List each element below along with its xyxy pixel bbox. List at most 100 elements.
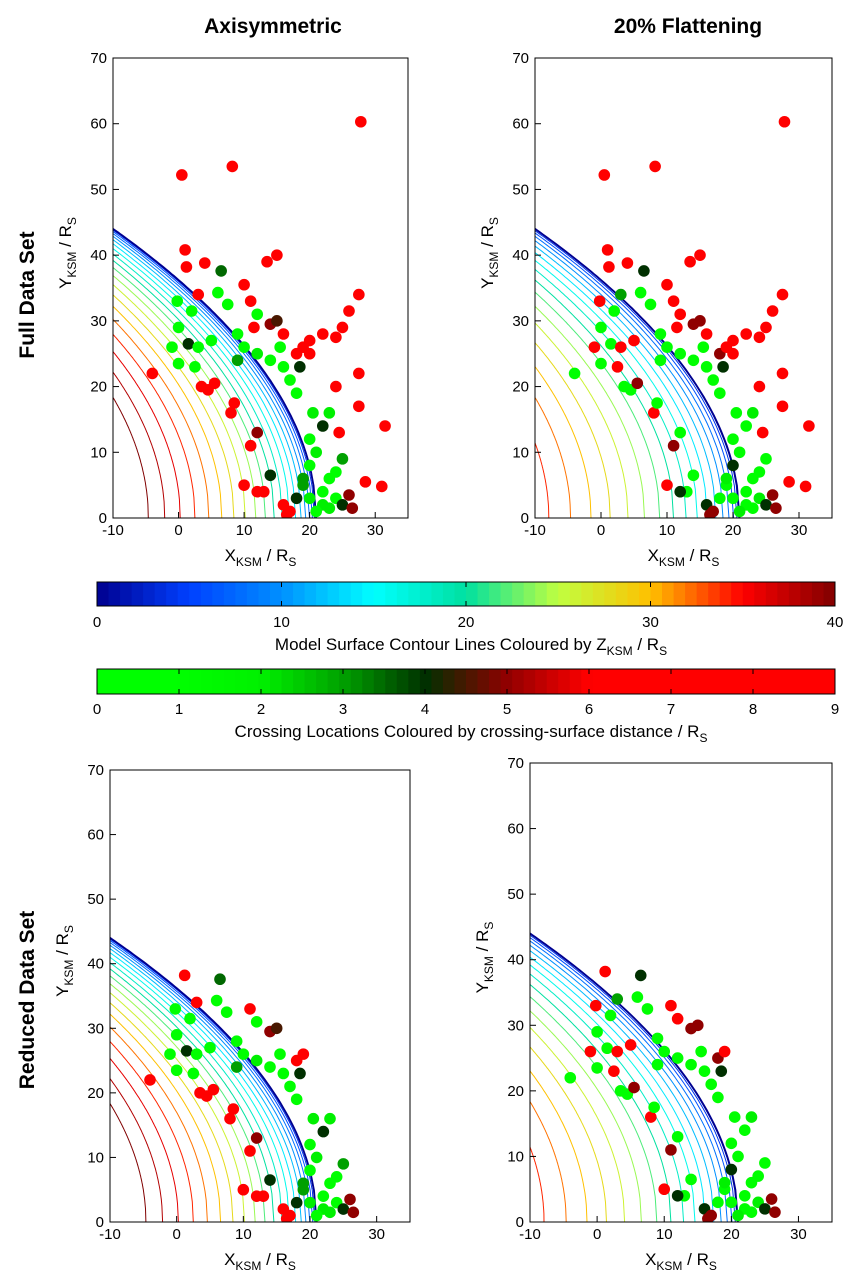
y-axis-label-part: S [65,217,79,225]
y-tick-label: 50 [512,181,529,198]
crossing-point [190,996,203,1009]
crossing-point [624,1039,637,1051]
x-axis-label-part: / R [682,1250,708,1269]
axis-frame [529,762,833,1223]
colorbar-cell [466,669,479,694]
colorbar-cell [293,582,306,606]
crossing-point [215,265,227,277]
colorbar-cell [788,669,801,694]
crossing-point [176,169,188,181]
crossing-point [700,328,713,340]
colorbar-cell [316,582,329,606]
crossing-point [347,1206,360,1219]
crossing-point [198,257,211,269]
crossing-point [250,1054,263,1067]
colorbar-cell [477,669,490,694]
crossing-point [264,1174,276,1186]
y-tick-label: 0 [96,1214,104,1231]
contour-line [530,1010,642,1222]
crossing-point [310,1151,323,1164]
colorbar-cell [154,582,167,606]
crossing-point [631,377,644,390]
crossing-point [671,321,683,334]
crossing-point [674,426,686,439]
crossing-point [237,1048,250,1060]
contour-line [530,1101,567,1222]
crossing-point [658,1045,671,1058]
crossing-point [667,295,680,307]
contour-line [113,397,149,518]
colorbar-cell [466,582,479,606]
colorbar-tick-label: 2 [257,701,265,718]
colorbar-cell [638,582,651,606]
colorbar-tick-label: 40 [827,614,844,631]
colorbar-cell [177,669,190,694]
crossing-point [776,400,789,413]
y-tick-label: 30 [512,313,529,330]
crossing-point [359,476,372,488]
crossing-point [274,1048,286,1060]
crossing-point [170,1028,183,1041]
contour-line [113,284,246,518]
crossing-point [765,1193,778,1205]
colorbar-cell [154,669,167,694]
colorbar-cell [627,582,640,606]
colorbar-cell [454,669,467,694]
crossing-point [684,255,696,268]
crossing-point [244,295,257,307]
crossing-point [747,502,759,514]
crossing-point [164,1048,176,1060]
colorbar-tick-label: 5 [503,701,511,718]
colorbar-cell [235,669,248,694]
x-tick-label: 20 [301,522,318,539]
crossing-point [759,1203,771,1215]
colorbar-tick-label: 8 [749,701,757,718]
colorbar-cell [362,582,375,606]
colorbar-cell [442,582,455,606]
contour-line [110,942,311,1222]
contour-line [530,956,706,1222]
contour-line [530,934,736,1222]
colorbar-cell [489,669,502,694]
colorbar-label-part: Crossing Locations Coloured by crossing-… [235,722,700,741]
colorbar-cell [811,669,824,694]
crossing-point [720,472,733,485]
crossing-point [250,1016,263,1028]
colorbar-tick-label: 7 [667,701,675,718]
contour-line [110,938,316,1222]
crossing-point [270,1022,283,1035]
x-tick-label: 0 [174,522,182,539]
y-tick-label: 60 [90,116,107,133]
colorbar-cell [200,669,213,694]
crossing-point [310,446,323,459]
crossing-point [277,1067,290,1080]
crossing-point [685,1058,697,1071]
crossing-point [192,341,205,353]
colorbar-cell [304,669,317,694]
y-axis-label-part: / R [53,933,72,959]
crossing-point [379,420,391,432]
crossing-point [189,361,201,373]
crossing-point [760,321,772,334]
contour-line [530,1046,607,1222]
colorbar-cell [800,669,813,694]
crossing-point [310,505,323,518]
contour-line [110,1013,222,1222]
crossing-point [284,1080,296,1093]
crossing-point [224,1112,236,1125]
contour-line [110,1041,194,1222]
colorbar-cell [788,582,801,606]
crossing-point [712,1196,724,1209]
x-axis-label-part: X [645,1250,656,1269]
colorbar-cell [535,582,548,606]
crossing-point [704,508,716,518]
colorbar-cell [373,669,386,694]
crossing-point [747,407,759,419]
contour-line [113,275,257,518]
crossing-point [264,354,277,367]
crossing-point [671,1052,684,1064]
crossing-point [603,261,615,273]
colorbar-cell [523,669,536,694]
